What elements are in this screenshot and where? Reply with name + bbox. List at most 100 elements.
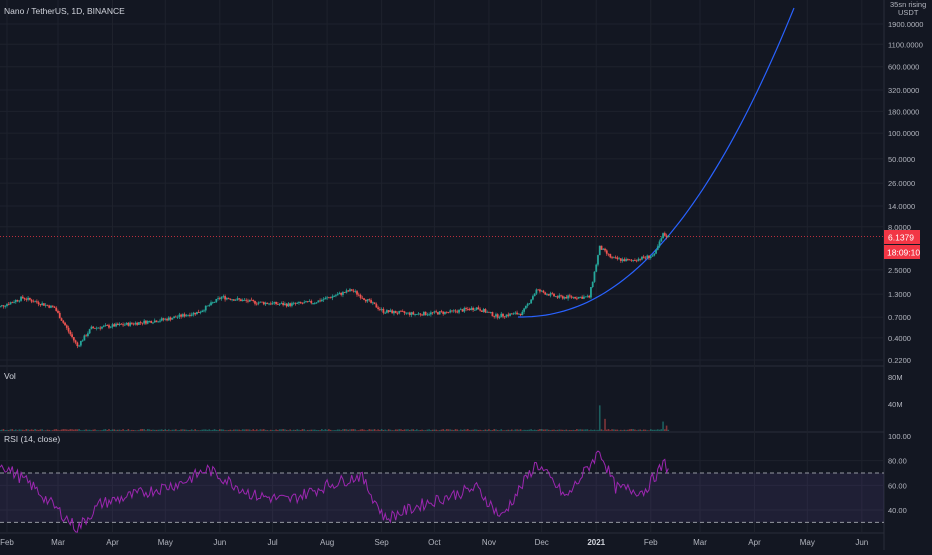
volume-bar xyxy=(618,430,620,431)
candle xyxy=(322,297,325,302)
volume-bar xyxy=(500,429,503,431)
candle xyxy=(449,309,452,314)
candle xyxy=(257,301,260,306)
volume-bar xyxy=(39,429,42,431)
candle xyxy=(327,296,330,299)
candle xyxy=(320,298,323,302)
time-tick-label: Dec xyxy=(535,538,549,547)
volume-bar xyxy=(372,429,374,431)
candle xyxy=(426,312,429,317)
price-tick-label: 2.5000 xyxy=(888,266,911,275)
candle xyxy=(317,300,320,303)
volume-bar xyxy=(227,430,230,431)
volume-bar xyxy=(58,430,61,431)
time-tick-label: Mar xyxy=(51,538,65,547)
candle xyxy=(287,302,290,307)
volume-bar xyxy=(488,429,490,431)
volume-bar xyxy=(405,429,408,431)
volume-bar xyxy=(574,430,576,431)
volume-bar xyxy=(438,430,441,431)
candle xyxy=(600,245,603,250)
volume-bar xyxy=(78,428,80,431)
volume-bar xyxy=(551,429,554,431)
volume-bar xyxy=(97,430,100,431)
candle xyxy=(605,249,608,256)
candle xyxy=(417,311,420,316)
candle xyxy=(220,296,223,301)
volume-bar xyxy=(365,430,367,431)
candle xyxy=(459,307,462,311)
volume-bar xyxy=(261,429,263,431)
candle xyxy=(234,298,237,301)
candle xyxy=(199,310,202,315)
candle xyxy=(197,309,200,313)
candle xyxy=(658,239,661,248)
time-axis[interactable]: Feb Mar Apr May Jun Jul Aug Sep Oct Nov Dec 2021 Feb… xyxy=(0,538,868,547)
volume-bar xyxy=(138,429,140,431)
volume-bar xyxy=(560,429,562,431)
grid-lines xyxy=(0,0,885,550)
candle xyxy=(2,305,5,309)
candle xyxy=(269,301,272,306)
candle xyxy=(65,324,68,330)
candle xyxy=(560,294,562,298)
volume-bar xyxy=(321,428,323,431)
volume-bar xyxy=(474,429,476,431)
volume-bar xyxy=(155,429,158,431)
candle xyxy=(572,296,575,300)
candle xyxy=(4,304,7,309)
volume-bar xyxy=(620,429,622,431)
candle xyxy=(283,301,286,306)
candle xyxy=(115,322,117,328)
candle xyxy=(55,306,58,312)
axis-currency: USDT xyxy=(898,8,919,17)
candle xyxy=(635,259,638,263)
volume-bar xyxy=(333,430,335,431)
volume-bar xyxy=(444,429,446,431)
volume-bar xyxy=(419,429,422,431)
volume-bar xyxy=(547,429,550,431)
volume-bar xyxy=(132,430,135,431)
volume-series xyxy=(0,405,670,431)
candle xyxy=(352,288,355,293)
volume-bar xyxy=(598,405,601,431)
candle xyxy=(67,325,70,334)
candle xyxy=(574,296,577,300)
volume-bar xyxy=(394,429,397,431)
volume-bar xyxy=(398,429,401,431)
volume-bar xyxy=(183,429,186,431)
candle xyxy=(473,308,476,311)
candle xyxy=(48,304,51,309)
candle xyxy=(632,259,635,263)
volume-bar xyxy=(373,429,376,431)
volume-bar xyxy=(178,430,181,431)
candle xyxy=(433,310,436,315)
countdown-label: 18:09:10 xyxy=(887,248,920,258)
rsi-tick-label: 40.00 xyxy=(888,506,907,515)
time-tick-label: May xyxy=(158,538,173,547)
candle xyxy=(447,311,450,314)
candle xyxy=(201,309,204,313)
candle xyxy=(611,256,613,260)
volume-bar xyxy=(259,429,262,431)
candle xyxy=(581,295,584,300)
volume-bar xyxy=(539,428,541,431)
candle xyxy=(25,297,28,302)
volume-bar xyxy=(507,429,510,431)
candle xyxy=(301,302,304,305)
price-axis[interactable]: 1900.0000 1100.0000 600.0000 320.0000 180.00… xyxy=(888,20,923,515)
candle xyxy=(568,293,571,299)
volume-bar xyxy=(563,429,566,431)
candle xyxy=(187,314,190,317)
candle xyxy=(563,296,566,300)
volume-bar xyxy=(562,429,564,431)
volume-bar xyxy=(481,430,483,431)
projection-curve xyxy=(518,7,795,318)
candle xyxy=(389,308,392,313)
volume-bar xyxy=(303,429,306,431)
volume-bar xyxy=(426,429,429,431)
volume-bar xyxy=(231,430,233,431)
volume-bar xyxy=(18,429,21,431)
volume-bar xyxy=(277,430,279,431)
